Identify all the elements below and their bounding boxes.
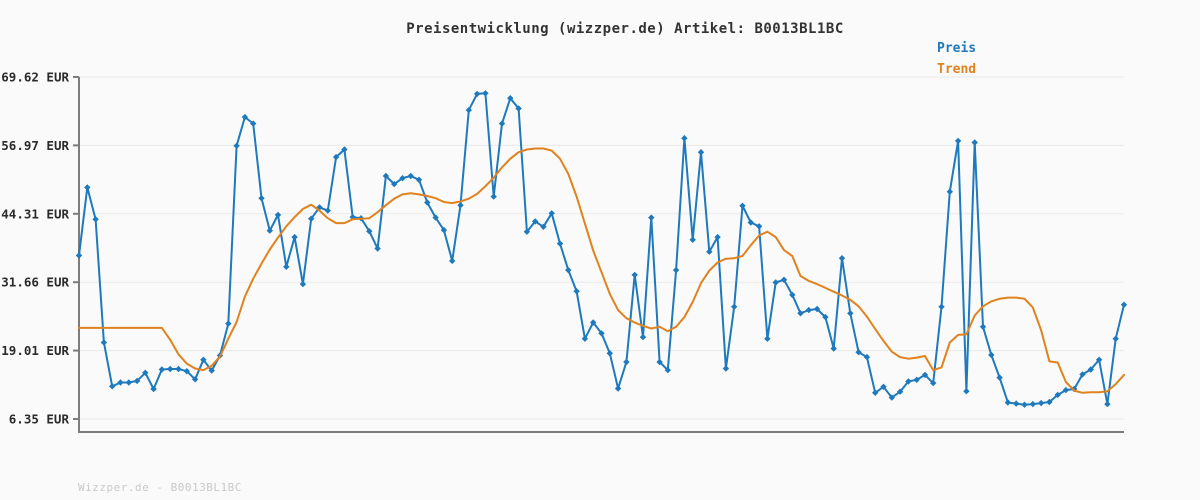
y-axis-label: 19.01 EUR [1, 343, 69, 358]
chart-title: Preisentwicklung (wizzper.de) Artikel: B… [406, 21, 844, 37]
legend-item-preis: Preis [937, 41, 977, 56]
legend-item-trend: Trend [937, 62, 977, 77]
y-axis-label: 44.31 EUR [1, 206, 69, 221]
y-axis-label: 56.97 EUR [1, 138, 69, 153]
y-axis-label: 69.62 EUR [1, 70, 69, 85]
y-axis-label: 6.35 EUR [9, 412, 70, 427]
axis-line [78, 77, 1124, 433]
series-preis-line [78, 92, 1125, 406]
watermark: Wizzper.de - B0013BL1BC [78, 481, 242, 494]
legend: Preis Trend [937, 38, 976, 80]
series-preis-markers [75, 90, 1128, 408]
y-axis-label: 31.66 EUR [1, 275, 69, 290]
series-trend-line [78, 147, 1125, 394]
